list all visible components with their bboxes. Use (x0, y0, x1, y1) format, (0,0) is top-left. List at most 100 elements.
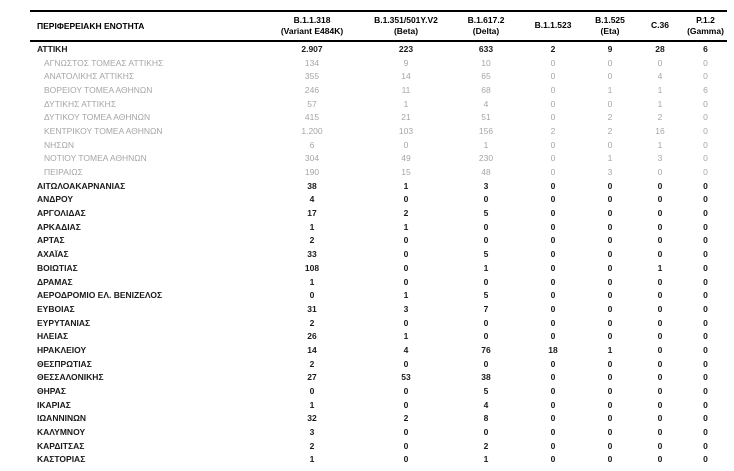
region-cell: ΑΡΚΑΔΙΑΣ (37, 221, 81, 232)
value-cell: 0 (607, 71, 613, 82)
value-cell: 2 (607, 112, 613, 123)
value-cell: 6 (309, 139, 315, 150)
value-cell: 0 (550, 153, 556, 164)
region-cell: ΑΙΤΩΛΟΑΚΑΡΝΑΝΙΑΣ (37, 180, 126, 191)
region-cell: ΑΝΑΤΟΛΙΚΗΣ ΑΤΤΙΚΗΣ (44, 71, 135, 82)
region-cell: ΘΗΡΑΣ (37, 386, 67, 397)
value-cell: 3 (309, 427, 315, 438)
value-cell: 15 (401, 167, 411, 178)
value-cell: 0 (483, 221, 489, 232)
region-cell: ΒΟΡΕΙΟΥ ΤΟΜΕΑ ΑΘΗΝΩΝ (44, 84, 153, 95)
value-cell: 1 (607, 344, 613, 355)
value-cell: 0 (309, 386, 315, 397)
value-cell: 0 (607, 139, 613, 150)
table-row: ΗΛΕΙΑΣ 26 1 0 0 0 0 0 (30, 329, 727, 343)
value-cell: 3 (483, 180, 489, 191)
column-header-line2: (Delta) (472, 26, 500, 36)
value-cell: 0 (657, 372, 663, 383)
value-cell: 7 (483, 303, 489, 314)
value-cell: 0 (403, 276, 409, 287)
value-cell: 0 (657, 344, 663, 355)
value-cell: 6 (703, 43, 708, 54)
value-cell: 1 (657, 84, 663, 95)
value-cell: 0 (550, 139, 556, 150)
value-cell: 2 (403, 208, 409, 219)
value-cell: 0 (550, 167, 556, 178)
value-cell: 0 (657, 331, 663, 342)
value-cell: 1 (657, 139, 663, 150)
value-cell: 0 (607, 358, 613, 369)
value-cell: 0 (550, 454, 556, 465)
value-cell: 65 (481, 71, 491, 82)
value-cell: 0 (607, 399, 613, 410)
region-cell: ΑΝΔΡΟΥ (37, 194, 74, 205)
value-cell: 0 (550, 440, 556, 451)
value-cell: 0 (607, 427, 613, 438)
table-row: ΑΝΔΡΟΥ 4 0 0 0 0 0 0 (30, 193, 727, 207)
table-body: ΑΤΤΙΚΗ 2.907 223 633 2 9 28 6 ΑΓΝΩΣΤΟΣ ΤΟΜΕΑΣ ΑΤ… (30, 42, 727, 466)
table-row: ΑΡΚΑΔΙΑΣ 1 1 0 0 0 0 0 (30, 220, 727, 234)
column-header-line1: B.1.351/501Y.V2 (374, 14, 438, 25)
value-cell: 0 (703, 249, 708, 260)
value-cell: 0 (703, 427, 708, 438)
value-cell: 0 (703, 413, 708, 424)
value-cell: 48 (481, 167, 491, 178)
region-cell: ΕΥΡΥΤΑΝΙΑΣ (37, 317, 91, 328)
column-header-region: ΠΕΡΙΦΕΡΕΙΑΚΗ ΕΝΟΤΗΤΑ (37, 21, 145, 31)
value-cell: 4 (309, 194, 315, 205)
table-row: ΕΥΡΥΤΑΝΙΑΣ 2 0 0 0 0 0 0 (30, 316, 727, 330)
value-cell: 16 (655, 125, 665, 136)
value-cell: 1 (483, 262, 489, 273)
value-cell: 0 (703, 358, 708, 369)
value-cell: 6 (703, 84, 708, 95)
value-cell: 0 (607, 221, 613, 232)
column-header-variant: C.36 (636, 20, 684, 31)
column-header-line1: B.1.525 (595, 14, 625, 25)
value-cell: 0 (550, 317, 556, 328)
value-cell: 0 (403, 358, 409, 369)
value-cell: 0 (657, 235, 663, 246)
value-cell: 49 (401, 153, 411, 164)
region-cell: ΒΟΙΩΤΙΑΣ (37, 262, 78, 273)
region-cell: ΝΟΤΙΟΥ ΤΟΜΕΑ ΑΘΗΝΩΝ (44, 153, 147, 164)
value-cell: 0 (703, 98, 708, 109)
value-cell: 5 (483, 208, 489, 219)
value-cell: 0 (657, 221, 663, 232)
table-header-row: ΠΕΡΙΦΕΡΕΙΑΚΗ ΕΝΟΤΗΤΑ B.1.1.318 (Variant E… (30, 10, 727, 42)
value-cell: 0 (403, 440, 409, 451)
value-cell: 0 (657, 427, 663, 438)
value-cell: 0 (550, 413, 556, 424)
value-cell: 0 (703, 71, 708, 82)
value-cell: 0 (403, 262, 409, 273)
table-row: ΑΡΓΟΛΙΔΑΣ 17 2 5 0 0 0 0 (30, 206, 727, 220)
variants-by-region-table: ΠΕΡΙΦΕΡΕΙΑΚΗ ΕΝΟΤΗΤΑ B.1.1.318 (Variant E… (30, 10, 727, 466)
value-cell: 0 (657, 303, 663, 314)
column-header-variant: B.1.1.318 (Variant E484K) (262, 15, 362, 37)
value-cell: 0 (403, 235, 409, 246)
table-row: ΔΥΤΙΚΗΣ ΑΤΤΙΚΗΣ 57 1 4 0 0 1 0 (30, 97, 727, 111)
value-cell: 0 (607, 317, 613, 328)
region-cell: ΑΕΡΟΔΡΟΜΙΟ ΕΛ. ΒΕΝΙΖΕΛΟΣ (37, 290, 163, 301)
value-cell: 2.907 (301, 43, 323, 54)
column-header-variant: P.1.2 (Gamma) (684, 15, 727, 37)
value-cell: 3 (403, 303, 409, 314)
value-cell: 1.200 (301, 125, 323, 136)
value-cell: 0 (703, 317, 708, 328)
value-cell: 2 (483, 440, 489, 451)
value-cell: 53 (401, 372, 411, 383)
value-cell: 57 (307, 98, 317, 109)
value-cell: 0 (483, 427, 489, 438)
value-cell: 0 (703, 399, 708, 410)
value-cell: 1 (403, 221, 409, 232)
value-cell: 0 (703, 139, 708, 150)
value-cell: 1 (403, 180, 409, 191)
value-cell: 0 (607, 386, 613, 397)
region-cell: ΚΑΡΔΙΤΣΑΣ (37, 440, 85, 451)
value-cell: 0 (657, 317, 663, 328)
table-row: ΔΥΤΙΚΟΥ ΤΟΜΕΑ ΑΘΗΝΩΝ 415 21 51 0 2 2 0 (30, 110, 727, 124)
value-cell: 1 (309, 454, 315, 465)
value-cell: 0 (403, 427, 409, 438)
value-cell: 5 (483, 249, 489, 260)
column-header-line1: P.1.2 (696, 14, 715, 25)
value-cell: 1 (309, 399, 315, 410)
